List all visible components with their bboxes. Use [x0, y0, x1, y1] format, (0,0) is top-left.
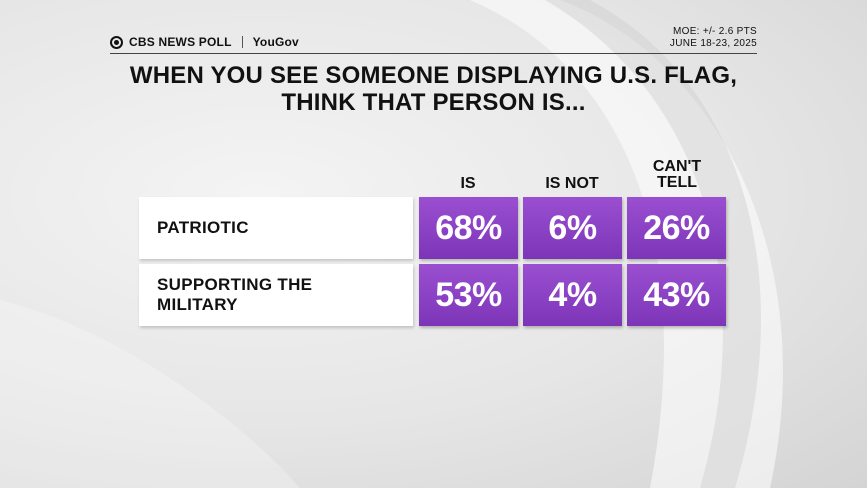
column-header-is-not: IS NOT: [545, 175, 599, 192]
brand-cbs-text: CBS NEWS POLL: [129, 35, 232, 49]
header-rule: [110, 53, 757, 54]
column-header-is: IS: [460, 175, 476, 192]
column-header-cant-tell: CAN'T TELL: [652, 158, 702, 191]
cbs-eye-icon: [110, 35, 123, 49]
brand-partner-text: YouGov: [252, 35, 299, 49]
cell-patriotic-is-not: 6%: [523, 197, 622, 259]
cell-military-is: 53%: [419, 264, 518, 326]
cell-patriotic-cant-tell: 26%: [627, 197, 726, 259]
poll-info: MOE: +/- 2.6 PTS JUNE 18-23, 2025: [670, 26, 757, 50]
poll-dates: JUNE 18-23, 2025: [669, 38, 757, 49]
cell-military-cant-tell: 43%: [627, 264, 726, 326]
title-line-1: WHEN YOU SEE SOMEONE DISPLAYING U.S. FLA…: [129, 62, 738, 89]
cell-patriotic-is: 68%: [419, 197, 518, 259]
chart-title: WHEN YOU SEE SOMEONE DISPLAYING U.S. FLA…: [60, 62, 807, 116]
cell-military-is-not: 4%: [523, 264, 622, 326]
row-label-patriotic: PATRIOTIC: [139, 197, 413, 259]
brand-logo: CBS NEWS POLL YouGov: [110, 35, 299, 49]
brand-divider: [241, 36, 243, 48]
row-label-supporting-military: SUPPORTING THE MILITARY: [139, 264, 413, 326]
moe-text: MOE: +/- 2.6 PTS: [673, 26, 757, 37]
title-line-2: THINK THAT PERSON IS...: [281, 89, 586, 116]
